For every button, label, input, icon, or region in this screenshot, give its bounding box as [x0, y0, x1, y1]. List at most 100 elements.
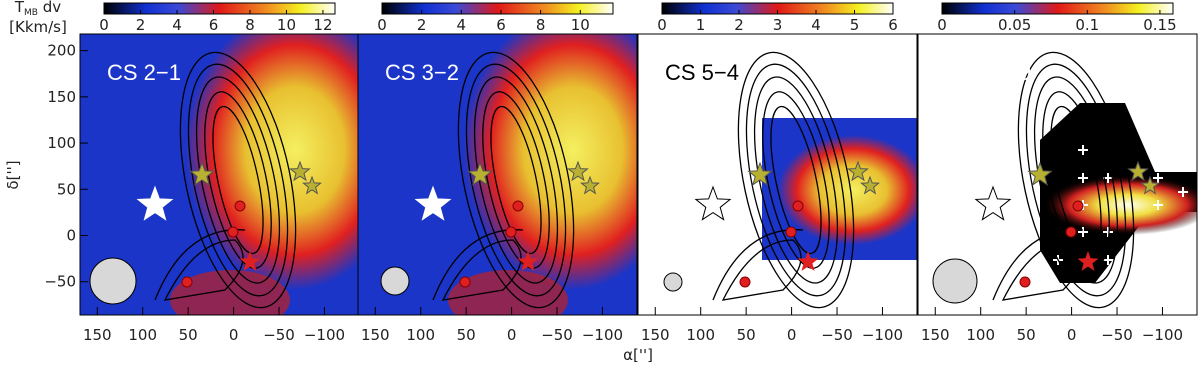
contour [762, 91, 830, 269]
star [847, 160, 869, 182]
star [517, 251, 539, 271]
star [797, 251, 819, 271]
star [467, 161, 493, 186]
x-tick-label: 100 [966, 326, 995, 344]
cross [1103, 255, 1113, 265]
panel-title: CS 3−2 [385, 60, 459, 85]
source [227, 226, 239, 238]
colorbar-tick-label: 0 [377, 16, 387, 34]
colorbar-tick-label: 6 [209, 16, 219, 34]
frame [917, 33, 1198, 316]
contour [1050, 105, 1102, 255]
source [785, 226, 797, 238]
source [181, 276, 193, 288]
panel: CS 5−4 150 100 50 0 −50 −100 0 1 2 3 4 5 6 [637, 2, 918, 344]
colorbar-tick-label: 0 [657, 16, 667, 34]
colorbar-tick-label: 0 [937, 16, 947, 34]
star [1140, 175, 1160, 195]
contour [204, 91, 272, 269]
star [289, 160, 311, 182]
contour [737, 51, 855, 309]
y-tick-label: 200 [47, 42, 76, 60]
colorbar-tick-label: 10 [277, 16, 296, 34]
beam [663, 272, 683, 292]
x-tick-label: 150 [641, 326, 670, 344]
beam [380, 266, 410, 296]
panel: CS 2−1 150 100 50 0 −50 −100 200 150 100 50 0 −50 0 2 4… [44, 2, 360, 344]
map [918, 34, 1197, 315]
contour [1025, 63, 1127, 297]
x-tick-label: −100 [304, 326, 345, 344]
colorbar-tick-label: 6 [496, 16, 506, 34]
x-tick-label: 0 [1067, 326, 1077, 344]
colorbar-tick-label: 6 [888, 16, 898, 34]
contour [195, 76, 281, 284]
colorbar-tick-label: 0.15 [1143, 16, 1176, 34]
colorbar-tick-label: 4 [172, 16, 182, 34]
source [459, 276, 471, 288]
contour [770, 105, 822, 255]
x-tick-label: 100 [406, 326, 435, 344]
cross [1078, 173, 1088, 183]
star [1027, 161, 1053, 186]
colorbar-tick-label: 3 [773, 16, 783, 34]
x-tick-label: 50 [457, 326, 476, 344]
star [239, 251, 261, 271]
x-tick-label: 150 [361, 326, 390, 344]
frame [637, 33, 918, 316]
cross [1103, 227, 1113, 237]
x-tick-label: 50 [1017, 326, 1036, 344]
star [694, 185, 732, 221]
panel: CS 3−2 150 100 50 0 −50 −100 0 2 4 6 8 10 [357, 2, 638, 344]
contour [473, 76, 559, 284]
x-tick-label: 100 [128, 326, 157, 344]
y-tick-label: 50 [57, 180, 76, 198]
beam [89, 257, 137, 305]
star [414, 185, 452, 221]
source [1065, 226, 1077, 238]
x-tick-label: 0 [787, 326, 797, 344]
star [747, 161, 773, 186]
contour [212, 105, 264, 255]
colorbar-tick-label: 2 [734, 16, 744, 34]
map [358, 34, 637, 315]
emission [448, 270, 568, 315]
panel-title: CS 10−9 [945, 60, 1031, 85]
x-tick-label: 0 [229, 326, 239, 344]
x-tick-label: −100 [862, 326, 903, 344]
star [1127, 160, 1149, 182]
x-tick-label: −50 [1101, 326, 1133, 344]
panel-title: CS 2−1 [107, 60, 181, 85]
source [739, 276, 751, 288]
colorbar-tick-label: 5 [850, 16, 860, 34]
x-tick-label: −50 [541, 326, 573, 344]
colorbar [381, 2, 614, 15]
x-tick-label: 150 [83, 326, 112, 344]
contour [482, 91, 550, 269]
source [1072, 200, 1084, 212]
cross [1153, 200, 1163, 210]
contour [457, 51, 575, 309]
star [567, 160, 589, 182]
contour [753, 76, 839, 284]
contour [187, 63, 289, 297]
contour [490, 105, 542, 255]
colorbar-tick-label: 0 [99, 16, 109, 34]
colorbar-tick-label: 0.1 [1075, 16, 1099, 34]
cross [1078, 145, 1088, 155]
colorbar-tick-label: 10 [571, 16, 590, 34]
source [512, 200, 524, 212]
colorbar-unit: [Kkm/s] [9, 18, 67, 36]
x-tick-label: −50 [821, 326, 853, 344]
x-tick-label: 0 [507, 326, 517, 344]
cross [1078, 227, 1088, 237]
star [580, 175, 600, 195]
map [638, 34, 917, 315]
source [234, 200, 246, 212]
emission [1043, 175, 1197, 235]
contour [465, 63, 567, 297]
y-tick-label: 0 [66, 227, 76, 245]
colorbar [103, 2, 336, 15]
x-tick-label: 50 [737, 326, 756, 344]
panel-title: CS 5−4 [665, 60, 739, 85]
